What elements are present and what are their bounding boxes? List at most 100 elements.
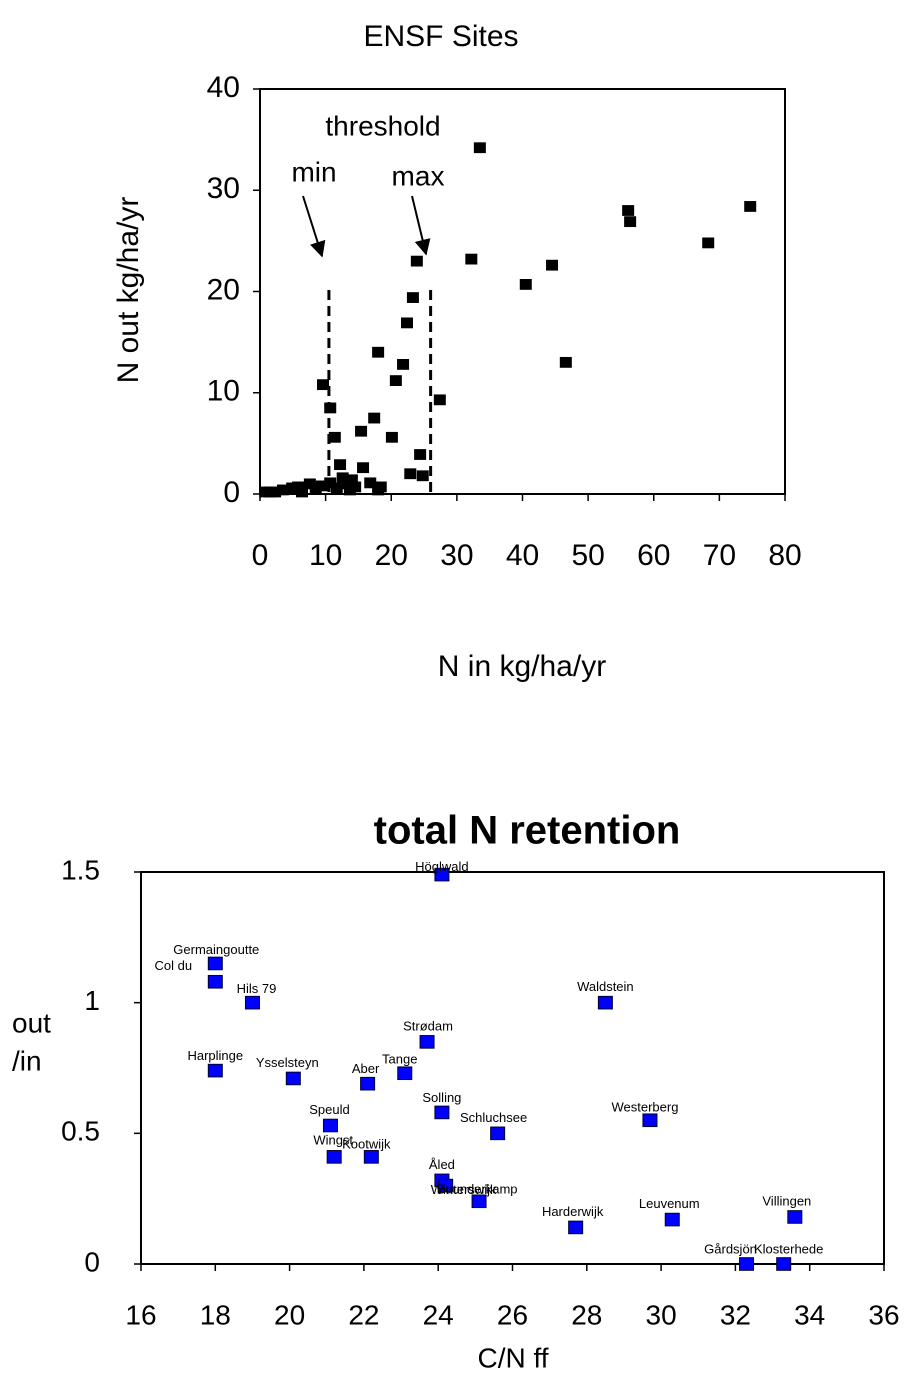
data-point <box>207 956 223 971</box>
data-point <box>355 425 368 437</box>
x-tick-label: 80 <box>768 539 801 572</box>
data-point <box>385 431 398 443</box>
point-label: Schluchsee <box>460 1110 527 1125</box>
data-point <box>317 379 329 391</box>
x-tick-label: 20 <box>274 1299 305 1330</box>
data-point <box>414 449 427 460</box>
x-axis-label: C/N ff <box>477 1342 548 1373</box>
point-label: Aber <box>352 1061 380 1076</box>
x-tick-label: 36 <box>868 1299 899 1330</box>
data-point <box>372 346 385 358</box>
point-label: Höglwald <box>415 859 468 874</box>
data-point <box>364 477 377 489</box>
x-axis-label: N in kg/ha/yr <box>438 650 606 683</box>
data-point <box>357 462 370 474</box>
point-label: Col du <box>155 958 193 973</box>
data-point <box>568 1220 584 1235</box>
y-axis-label: /in <box>12 1045 42 1076</box>
point-label: Buunderkamp <box>437 1182 518 1197</box>
data-point <box>624 216 637 228</box>
point-label: Harderwijk <box>542 1204 604 1219</box>
data-point <box>397 1066 413 1081</box>
point-label: Kootwijk <box>342 1136 391 1151</box>
y-tick-label: 0.5 <box>61 1116 100 1147</box>
x-tick-label: 22 <box>348 1299 379 1330</box>
data-point <box>389 375 402 386</box>
annotation: max <box>392 160 445 191</box>
data-point <box>519 279 532 290</box>
data-point <box>434 1105 450 1120</box>
chart-title: ENSF Sites <box>363 20 518 53</box>
y-tick-label: 1.5 <box>61 854 100 885</box>
data-point <box>473 142 486 154</box>
data-point <box>490 1126 506 1141</box>
annotation: min <box>291 156 336 187</box>
y-tick-label: 10 <box>207 375 240 408</box>
data-point <box>334 459 347 471</box>
data-point <box>597 995 613 1010</box>
x-tick-label: 0 <box>252 539 269 572</box>
data-point <box>296 486 308 498</box>
data-point <box>207 974 223 989</box>
data-point <box>776 1257 792 1271</box>
data-point <box>322 1118 338 1133</box>
point-label: Åled <box>429 1157 455 1172</box>
data-point <box>397 359 410 370</box>
x-tick-label: 26 <box>497 1299 528 1330</box>
data-point <box>269 486 282 498</box>
data-point <box>244 995 260 1010</box>
point-label: Tange <box>382 1052 417 1067</box>
arrow <box>411 195 431 256</box>
data-point <box>419 1035 435 1049</box>
data-point <box>471 1194 487 1209</box>
point-label: Leuvenum <box>639 1196 700 1211</box>
y-tick-label: 1 <box>84 985 100 1016</box>
data-point <box>642 1113 658 1128</box>
x-tick-label: 18 <box>200 1299 231 1330</box>
x-tick-label: 40 <box>506 539 539 572</box>
point-label: Strødam <box>403 1018 453 1033</box>
data-point <box>404 468 417 480</box>
data-point <box>339 478 352 490</box>
chart-title: total N retention <box>374 809 681 853</box>
data-point <box>324 402 337 414</box>
x-tick-label: 20 <box>375 539 408 572</box>
data-point <box>285 1071 301 1086</box>
point-label: Solling <box>422 1090 461 1105</box>
point-label: Wingst <box>313 1132 353 1147</box>
point-label: Speuld <box>309 1102 349 1117</box>
data-point <box>349 481 362 493</box>
data-point <box>374 481 387 493</box>
data-point <box>315 480 328 492</box>
data-point <box>438 1178 454 1193</box>
data-point <box>410 255 423 267</box>
data-point <box>345 474 358 486</box>
x-tick-label: 34 <box>794 1299 825 1330</box>
point-label: Westerberg <box>611 1100 678 1115</box>
data-point <box>787 1210 803 1224</box>
data-point <box>328 431 341 443</box>
data-point <box>546 259 559 271</box>
y-tick-label: 0 <box>84 1246 100 1277</box>
arrow <box>302 195 326 258</box>
x-tick-label: 50 <box>571 539 604 572</box>
x-tick-label: 16 <box>125 1299 156 1330</box>
point-label: Harplinge <box>187 1048 243 1063</box>
data-point <box>559 356 572 368</box>
point-label: Gårdsjön <box>704 1241 757 1256</box>
annotation: threshold <box>325 110 440 141</box>
data-point <box>368 412 381 424</box>
data-point <box>664 1212 680 1227</box>
point-label: Germaingoutte <box>173 942 259 957</box>
data-point <box>330 482 343 494</box>
point-label: Klosterhede <box>754 1241 823 1256</box>
x-tick-label: 30 <box>440 539 473 572</box>
x-tick-label: 70 <box>703 539 736 572</box>
data-point <box>276 484 289 496</box>
data-point <box>416 470 429 482</box>
x-tick-label: 28 <box>571 1299 602 1330</box>
x-tick-label: 24 <box>423 1299 454 1330</box>
y-axis-label: N out kg/ha/yr <box>112 197 145 384</box>
y-tick-label: 20 <box>207 273 240 306</box>
data-point <box>360 1076 376 1091</box>
